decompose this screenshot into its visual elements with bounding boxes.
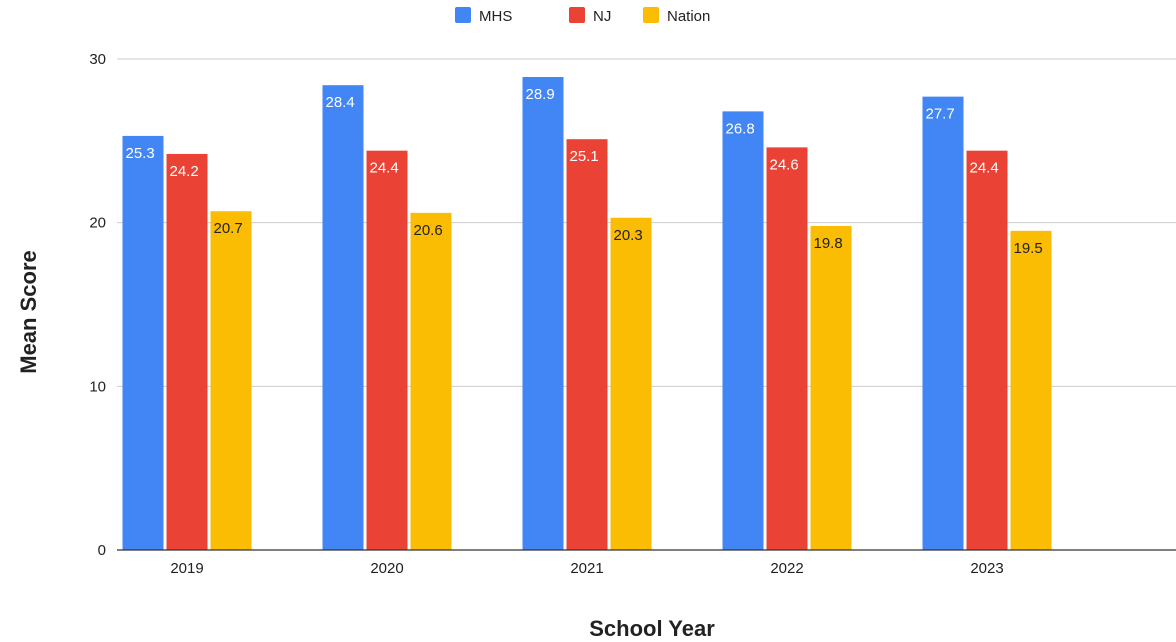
data-label-nation-2021: 20.3 [614, 227, 643, 244]
bar-nation-2020 [410, 212, 452, 550]
data-labels: 25.3 24.2 20.7 28.4 24.4 20.6 28.9 25.1 20.3 26.8… [126, 86, 1043, 257]
legend-swatch-nation [643, 7, 659, 23]
bar-nation-2021 [610, 217, 652, 551]
y-tick-label: 30 [89, 51, 106, 68]
bar-mhs-2023 [922, 96, 964, 550]
data-label-mhs-2023: 27.7 [926, 106, 955, 123]
bars [122, 77, 1052, 551]
data-label-nation-2019: 20.7 [214, 220, 243, 237]
bar-nj-2020 [366, 150, 408, 551]
x-tick-label: 2022 [770, 560, 803, 577]
x-tick-label: 2023 [970, 560, 1003, 577]
bar-nj-2023 [966, 150, 1008, 551]
x-tick-label: 2019 [170, 560, 203, 577]
x-tick-label: 2021 [570, 560, 603, 577]
data-label-nj-2023: 24.4 [970, 160, 999, 177]
legend-label-nation: Nation [667, 8, 710, 25]
bar-mhs-2020 [322, 85, 364, 550]
data-label-nation-2023: 19.5 [1014, 240, 1043, 257]
data-label-mhs-2022: 26.8 [726, 120, 755, 137]
data-label-mhs-2021: 28.9 [526, 86, 555, 103]
data-label-nation-2020: 20.6 [414, 222, 443, 239]
bar-nation-2019 [210, 211, 252, 550]
data-label-nj-2022: 24.6 [770, 156, 799, 173]
bar-nj-2021 [566, 139, 608, 551]
bar-mhs-2019 [122, 135, 164, 550]
data-label-nation-2022: 19.8 [814, 235, 843, 252]
bar-mhs-2022 [722, 111, 764, 550]
y-tick-label: 0 [98, 542, 106, 559]
legend-label-mhs: MHS [479, 8, 512, 25]
bar-nj-2022 [766, 147, 808, 550]
data-label-nj-2021: 25.1 [570, 148, 599, 165]
data-label-mhs-2019: 25.3 [126, 145, 155, 162]
y-axis-ticks: 0 10 20 30 [89, 51, 106, 559]
data-label-nj-2020: 24.4 [370, 160, 399, 177]
bar-nation-2023 [1010, 230, 1052, 550]
bar-nation-2022 [810, 225, 852, 550]
bar-nj-2019 [166, 153, 208, 550]
y-tick-label: 20 [89, 215, 106, 232]
data-label-mhs-2020: 28.4 [326, 94, 355, 111]
x-axis-ticks: 2019 2020 2021 2022 2023 [170, 560, 1003, 577]
data-label-nj-2019: 24.2 [170, 163, 199, 180]
bar-mhs-2021 [522, 77, 564, 551]
legend-swatch-mhs [455, 7, 471, 23]
legend-label-nj: NJ [593, 8, 611, 25]
x-tick-label: 2020 [370, 560, 403, 577]
legend: MHS NJ Nation [455, 7, 710, 25]
y-axis-title: Mean Score [16, 250, 41, 374]
legend-swatch-nj [569, 7, 585, 23]
x-axis-title: School Year [589, 616, 715, 641]
y-tick-label: 10 [89, 378, 106, 395]
